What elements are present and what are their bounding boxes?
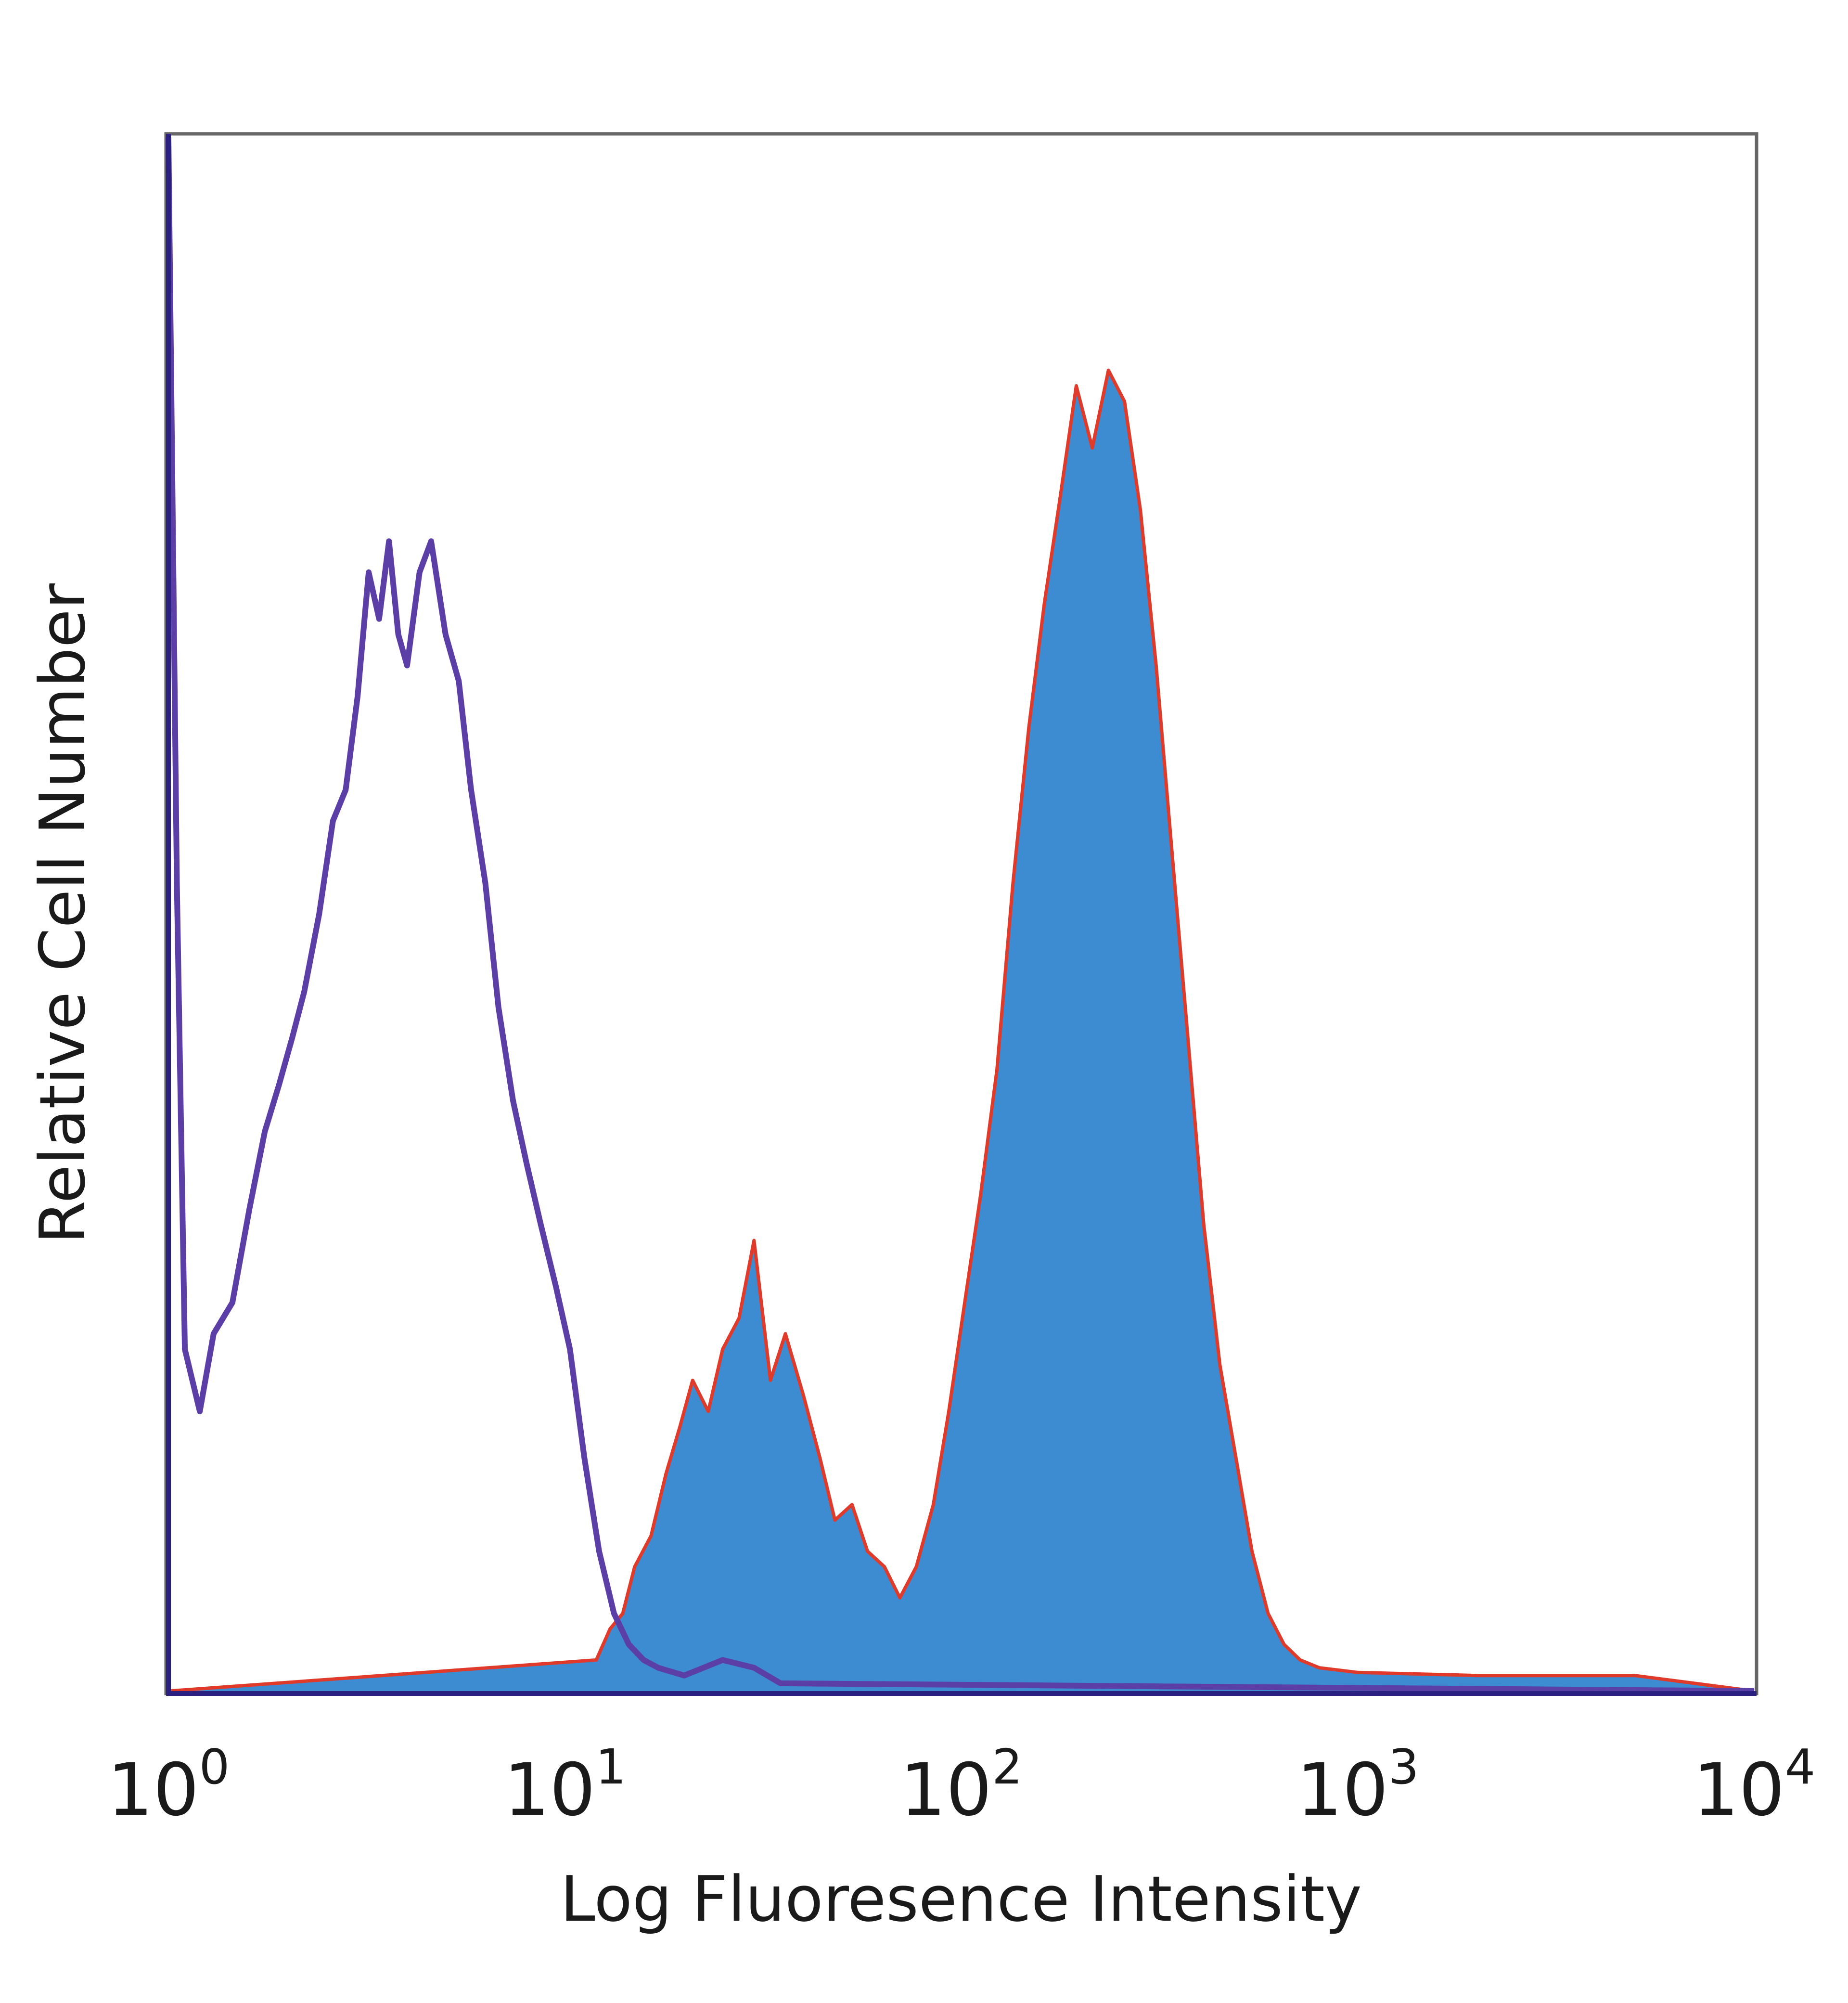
series-1-edge <box>168 368 1755 1693</box>
x-tick-exp-0: 0 <box>199 1739 230 1795</box>
x-tick-label-3: 103 <box>1296 1739 1419 1832</box>
x-tick-base-4: 10 <box>1693 1748 1785 1832</box>
x-axis-title: Log Fluoresence Intensity <box>560 1862 1362 1936</box>
y-axis-title: Relative Cell Number <box>26 583 99 1244</box>
x-tick-exp-3: 3 <box>1388 1739 1419 1795</box>
x-tick-base-3: 10 <box>1296 1748 1388 1832</box>
x-tick-labels: 100 101 102 103 104 <box>107 1739 1816 1832</box>
x-tick-base-0: 10 <box>107 1748 199 1832</box>
x-tick-label-2: 102 <box>900 1739 1023 1832</box>
x-tick-base-2: 10 <box>900 1748 992 1832</box>
x-tick-label-0: 100 <box>107 1739 230 1832</box>
series-layer <box>166 137 1755 1694</box>
x-tick-exp-4: 4 <box>1785 1739 1816 1795</box>
series-1-fill <box>168 370 1754 1692</box>
x-tick-label-1: 101 <box>504 1739 627 1832</box>
x-tick-exp-2: 2 <box>992 1739 1023 1795</box>
series-0-line <box>166 137 1755 1694</box>
x-tick-base-1: 10 <box>504 1748 596 1832</box>
x-tick-label-4: 104 <box>1693 1739 1816 1832</box>
x-tick-exp-1: 1 <box>595 1739 626 1795</box>
